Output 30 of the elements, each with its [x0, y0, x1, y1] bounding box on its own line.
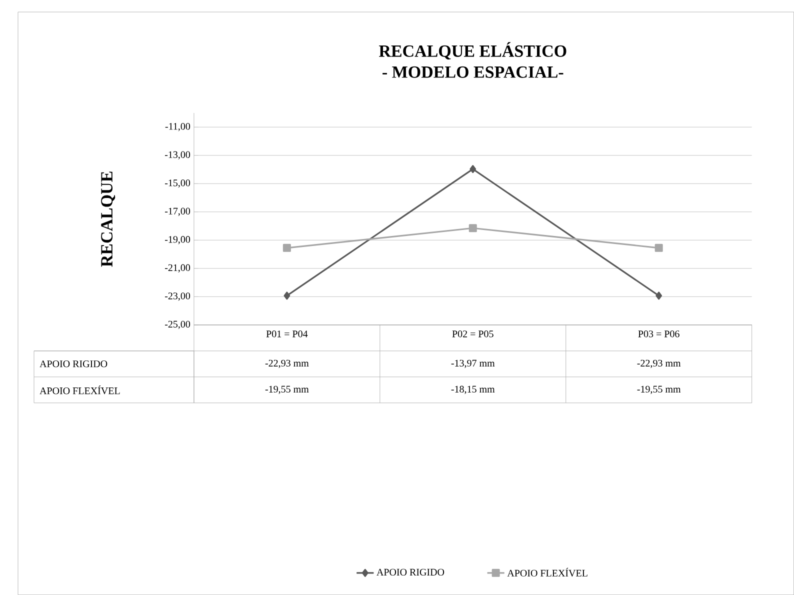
y-tick-label: -13,00 [164, 151, 190, 160]
y-axis-title: RECALQUE [101, 172, 116, 267]
point [284, 292, 290, 300]
data-label: -19,55 mm [265, 386, 309, 394]
point [470, 165, 476, 174]
data-label: -19,55 mm [637, 386, 681, 394]
point [656, 292, 662, 300]
chart-title: RECALQUE ELÁSTICO [378, 42, 566, 60]
y-tick-label: -11,00 [165, 122, 190, 132]
text: APOIO RIGIDO [40, 360, 108, 368]
point [654, 244, 663, 252]
x-tick-label: P02 = P05 [452, 330, 494, 338]
y-tick-label: -23,00 [164, 292, 190, 301]
y-tick-label: -21,00 [164, 264, 190, 272]
x-tick-label: P03 = P06 [638, 330, 680, 338]
data-label: -13,97 mm [451, 360, 495, 368]
x-tick-label: P01 = P04 [266, 330, 308, 338]
point [282, 244, 291, 252]
chart-subtitle: - MODELO ESPACIAL- [382, 66, 564, 78]
y-tick-label: -25,00 [164, 320, 190, 329]
legend-label: APOIO RIGIDO [376, 568, 444, 576]
data-label: -22,93 mm [265, 360, 309, 368]
data-label: -18,15 mm [451, 386, 495, 394]
y-tick-label: -19,00 [164, 236, 190, 244]
data-label: -22,93 mm [637, 360, 681, 368]
y-tick-label: -17,00 [164, 208, 190, 216]
point [468, 224, 477, 232]
y-tick-label: -15,00 [164, 180, 190, 188]
legend-label: APOIO FLEXÍVEL [507, 568, 588, 577]
text: APOIO FLEXÍVEL [40, 386, 120, 394]
